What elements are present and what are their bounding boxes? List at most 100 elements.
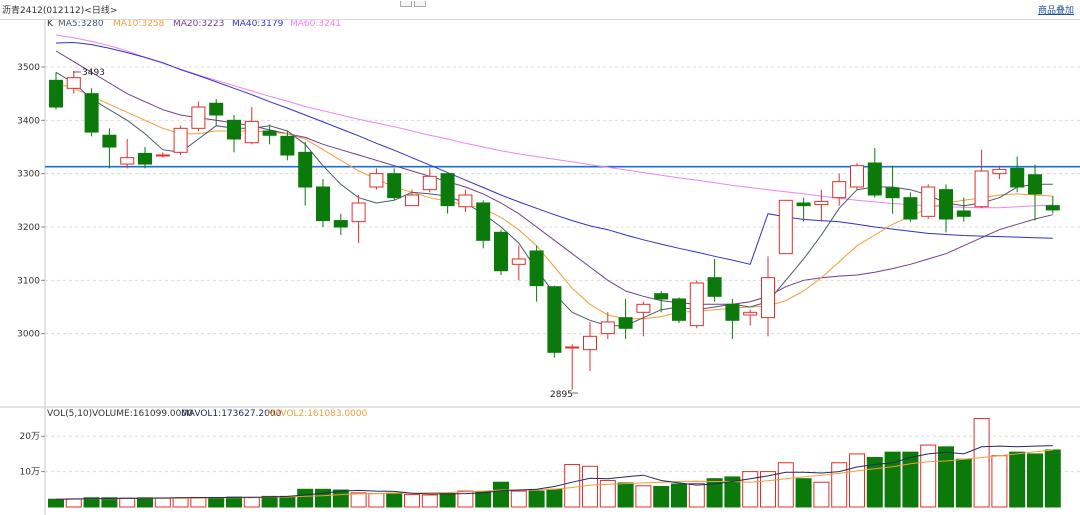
candle [814,189,829,222]
candle [796,197,811,222]
volume-bar [777,462,794,508]
volume-bar [599,479,616,508]
legend-vol: VOL(5,10) [47,409,92,419]
volume-bar [421,494,438,508]
overlay-commodity-link[interactable]: 商品叠加 [1037,6,1074,16]
volume-bar [1044,449,1061,508]
volume-bar [208,496,225,508]
volume-bar [457,490,474,508]
ma40-line [55,41,1053,265]
volume-bar [137,497,153,508]
window-title: 沥青2412(012112)<日线> [2,6,118,16]
moving-average-lines [55,34,1053,327]
candle [244,106,259,145]
candle [547,285,562,358]
volume-bars [48,418,1061,508]
volume-bar [172,497,189,508]
legend-volume: VOLUME:161099.0000 [92,409,193,419]
candle [529,245,544,302]
volume-bar [795,478,812,508]
volume-bar [973,418,990,508]
candle [387,168,402,201]
volume-bar [617,482,634,508]
legend-ma5: MA5:3280 [58,20,104,29]
candle [867,148,882,198]
candle [743,309,758,326]
candle [138,146,152,169]
volume-grid [45,435,1080,473]
candle [262,124,277,145]
volume-bar [528,490,545,508]
candle [939,184,953,233]
volume-bar [813,481,830,508]
candle [494,229,508,275]
volume-bar [688,483,705,508]
volume-bar [386,492,403,508]
low-price-annotation: 2895 [550,390,573,400]
candle [369,168,384,190]
high-price-annotation: 3493 [82,68,105,78]
candle [440,173,455,214]
price-tick-label: 3500 [17,63,40,73]
volume-bar [671,483,687,508]
candle [761,256,775,337]
price-tick-label: 3400 [17,116,40,126]
volume-bar [439,493,456,508]
volume-bar [279,495,296,508]
volume-bar [48,498,64,508]
chart-area[interactable]: 3500 3400 3300 3200 3100 3000 20万 10万 K MA5:32… [0,20,1080,515]
candle [351,194,366,243]
candle [778,199,793,255]
volume-axis: 20万 10万 [20,432,45,478]
volume-bar [546,488,563,508]
volume-bar [332,489,349,508]
title-bar: 沥青2412(012112)<日线> 商品叠加 [0,0,1080,20]
candle [832,173,847,206]
volume-bar [724,476,741,508]
candle [618,298,633,339]
volume-bar [297,488,314,508]
candle [1045,196,1060,214]
volume-bar [582,465,598,508]
volume-bar [493,481,509,508]
candle [850,162,864,190]
volume-bar [190,496,207,508]
candle [689,280,704,329]
legend-mavol1: MAVOL1:173627.2000 [181,409,282,419]
volume-bar [706,478,723,508]
volume-bar [866,456,883,508]
volume-ma-lines [55,445,1053,500]
volume-bar [955,458,972,508]
candle [191,101,206,131]
candle [583,321,597,371]
candle [316,178,330,227]
candle [885,165,900,214]
candle [458,189,473,213]
candle [1028,164,1042,221]
legend-mavol2: MAVOL2:161083.0000 [267,409,368,419]
price-tick-label: 3200 [17,223,40,233]
price-tick-label: 3300 [17,170,40,180]
ma10-line [55,82,1053,320]
volume-bar [65,498,82,508]
candle [511,245,526,281]
candle [725,298,740,339]
candle [921,184,936,219]
volume-bar [742,471,759,508]
window-controls[interactable] [400,0,432,7]
volume-bar [902,451,919,508]
price-tick-label: 3000 [17,330,40,340]
candle [280,130,295,161]
volume-bar [315,488,331,508]
price-tick-label: 3100 [17,276,40,286]
candle [565,344,580,390]
candle [422,168,437,193]
volume-bar [1009,451,1026,508]
candle [227,114,241,153]
volume-bar [653,485,670,508]
volume-bar [635,485,652,508]
candle [476,200,491,249]
volume-bar [475,490,492,508]
candle [298,141,313,206]
volume-bar [920,444,937,508]
